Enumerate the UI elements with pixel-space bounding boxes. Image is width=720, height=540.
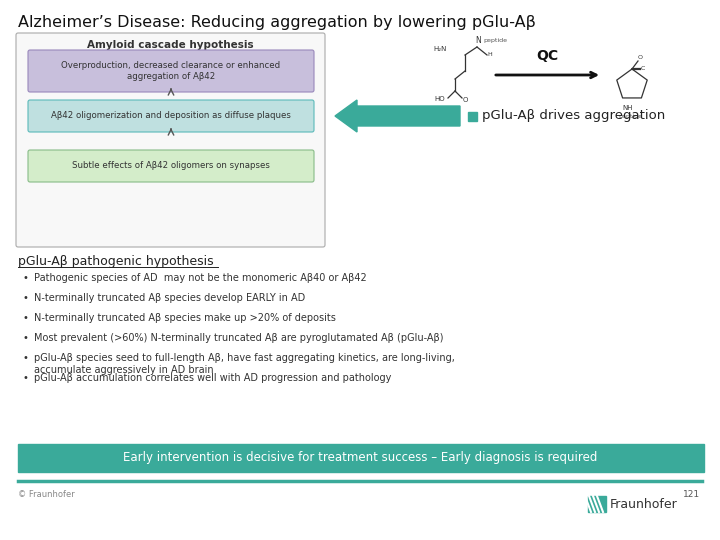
- Text: HO: HO: [434, 96, 445, 102]
- Text: Overproduction, decreased clearance or enhanced
aggregation of Aβ42: Overproduction, decreased clearance or e…: [61, 60, 281, 82]
- Polygon shape: [335, 100, 460, 132]
- Text: N-terminally truncated Aβ species make up >20% of deposits: N-terminally truncated Aβ species make u…: [34, 313, 336, 323]
- Text: H₂N: H₂N: [433, 46, 447, 52]
- Text: •: •: [22, 293, 28, 303]
- Text: C: C: [641, 66, 645, 71]
- Text: H: H: [487, 51, 492, 57]
- Text: pGlu-Aβ species seed to full-length Aβ, have fast aggregating kinetics, are long: pGlu-Aβ species seed to full-length Aβ, …: [34, 353, 455, 375]
- Text: peptide: peptide: [618, 114, 642, 119]
- Text: © Fraunhofer: © Fraunhofer: [18, 490, 75, 499]
- Text: •: •: [22, 333, 28, 343]
- Text: NH: NH: [623, 105, 634, 111]
- Text: Pathogenic species of AD  may not be the monomeric Aβ40 or Aβ42: Pathogenic species of AD may not be the …: [34, 273, 366, 283]
- Text: N: N: [475, 36, 481, 45]
- Bar: [468, 112, 477, 121]
- Text: Subtle effects of Aβ42 oligomers on synapses: Subtle effects of Aβ42 oligomers on syna…: [72, 161, 270, 171]
- FancyBboxPatch shape: [28, 50, 314, 92]
- Text: pGlu-Aβ drives aggregation: pGlu-Aβ drives aggregation: [482, 110, 665, 123]
- FancyBboxPatch shape: [28, 150, 314, 182]
- Text: Aβ42 oligomerization and deposition as diffuse plaques: Aβ42 oligomerization and deposition as d…: [51, 111, 291, 120]
- Text: N-terminally truncated Aβ species develop EARLY in AD: N-terminally truncated Aβ species develo…: [34, 293, 305, 303]
- Text: Early intervention is decisive for treatment success – Early diagnosis is requir: Early intervention is decisive for treat…: [123, 451, 597, 464]
- Bar: [18, 444, 704, 472]
- Text: 121: 121: [683, 490, 700, 499]
- Text: Alzheimer’s Disease: Reducing aggregation by lowering pGlu-Aβ: Alzheimer’s Disease: Reducing aggregatio…: [18, 15, 536, 30]
- Text: O: O: [638, 55, 643, 60]
- Text: O: O: [463, 97, 469, 103]
- Text: peptide: peptide: [483, 38, 507, 43]
- Text: QC: QC: [536, 49, 559, 63]
- Bar: [588, 496, 606, 512]
- Text: pGlu-Aβ accumulation correlates well with AD progression and pathology: pGlu-Aβ accumulation correlates well wit…: [34, 373, 392, 383]
- Text: •: •: [22, 313, 28, 323]
- Text: •: •: [22, 373, 28, 383]
- Text: Most prevalent (>60%) N-terminally truncated Aβ are pyroglutamated Aβ (pGlu-Aβ): Most prevalent (>60%) N-terminally trunc…: [34, 333, 444, 343]
- Text: •: •: [22, 273, 28, 283]
- FancyBboxPatch shape: [16, 33, 325, 247]
- FancyBboxPatch shape: [28, 100, 314, 132]
- Text: Fraunhofer: Fraunhofer: [610, 497, 678, 510]
- Text: Amyloid cascade hypothesis: Amyloid cascade hypothesis: [86, 40, 253, 50]
- Text: •: •: [22, 353, 28, 363]
- Text: pGlu-Aβ pathogenic hypothesis: pGlu-Aβ pathogenic hypothesis: [18, 255, 214, 268]
